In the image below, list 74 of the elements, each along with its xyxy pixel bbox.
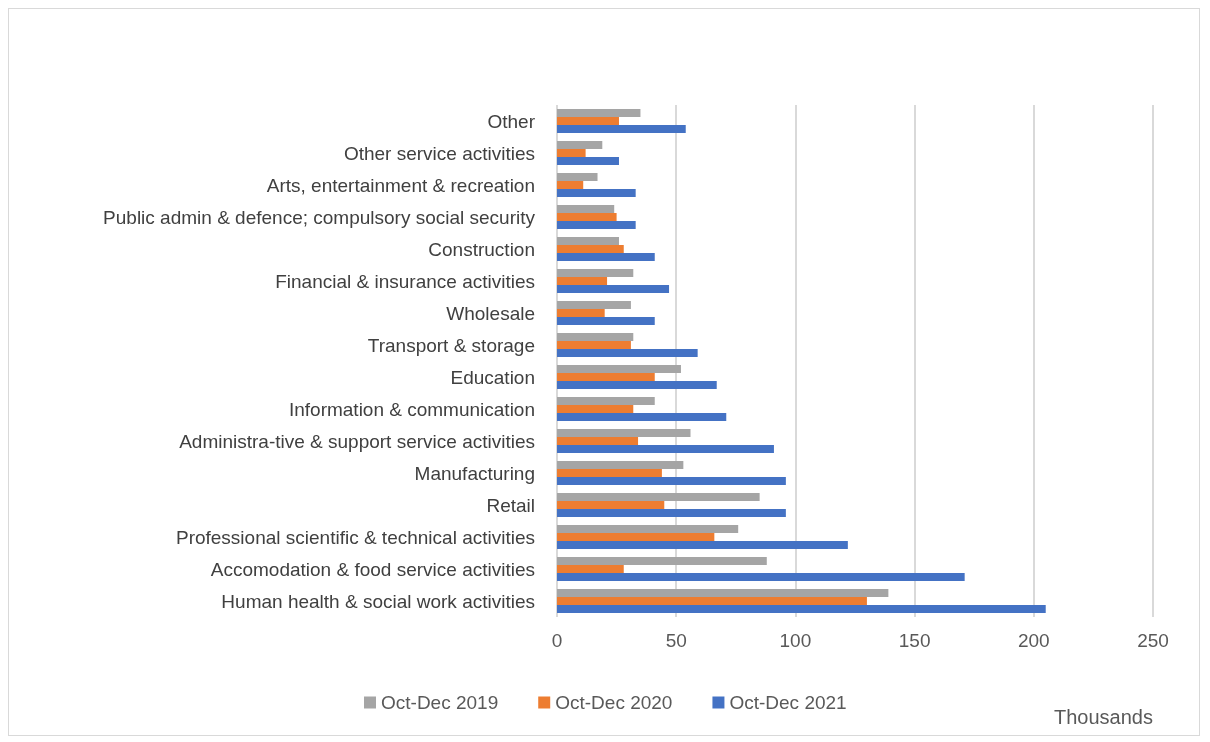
bar — [557, 573, 965, 581]
x-tick-label: 200 — [1017, 630, 1050, 651]
y-tick-label: Arts, entertainment & recreation — [266, 174, 535, 196]
bar — [557, 381, 717, 389]
bar — [557, 149, 586, 157]
bar — [557, 605, 1046, 613]
bar — [557, 541, 848, 549]
legend-label: Oct-Dec 2019 — [381, 692, 499, 713]
bar — [557, 277, 608, 285]
y-tick-label: Professional scientific & technical activities — [175, 526, 535, 548]
bar — [557, 157, 619, 165]
x-tick-label: 150 — [898, 630, 931, 651]
bar — [557, 117, 619, 125]
bar — [557, 237, 619, 245]
bar — [557, 557, 767, 565]
y-tick-label: Education — [450, 366, 535, 388]
y-tick-label: Manufacturing — [414, 462, 535, 484]
bar — [557, 125, 686, 133]
bar — [557, 141, 603, 149]
y-tick-label: Retail — [486, 494, 535, 516]
bar — [557, 413, 727, 421]
bar — [557, 173, 598, 181]
bar — [557, 405, 634, 413]
legend-label: Oct-Dec 2021 — [729, 692, 847, 713]
bar — [557, 205, 615, 213]
y-tick-label: Other service activities — [343, 142, 535, 164]
legend-label: Oct-Dec 2020 — [555, 692, 673, 713]
bar — [557, 373, 655, 381]
y-tick-label: Administra-tive & support service activities — [179, 430, 535, 452]
bar — [557, 317, 655, 325]
bar — [557, 533, 715, 541]
bar — [557, 437, 639, 445]
bar — [557, 213, 617, 221]
bar — [557, 589, 889, 597]
bar — [557, 245, 624, 253]
bar — [557, 181, 584, 189]
bar — [557, 525, 739, 533]
bar — [557, 309, 605, 317]
bar — [557, 365, 681, 373]
bar — [557, 469, 662, 477]
y-tick-label: Transport & storage — [367, 334, 535, 356]
y-tick-label: Human health & social work activities — [221, 590, 535, 612]
x-tick-label: 100 — [779, 630, 812, 651]
bar — [557, 349, 698, 357]
x-tick-label: 50 — [665, 630, 687, 651]
y-tick-label: Public admin & defence; compulsory social security — [103, 206, 536, 228]
y-tick-label: Construction — [428, 238, 535, 260]
y-tick-label: Wholesale — [446, 302, 535, 324]
bar — [557, 509, 786, 517]
bar — [557, 285, 670, 293]
bar — [557, 597, 867, 605]
x-tick-label: 250 — [1137, 630, 1169, 651]
bar — [557, 301, 631, 309]
bar — [557, 461, 684, 469]
bar — [557, 397, 655, 405]
bar — [557, 333, 634, 341]
bar — [557, 341, 631, 349]
bar — [557, 565, 624, 573]
bar — [557, 429, 691, 437]
bar — [557, 493, 760, 501]
x-axis-title: Thousands — [1054, 706, 1153, 728]
bar — [557, 109, 641, 117]
bar — [557, 445, 774, 453]
bar — [557, 221, 636, 229]
bar — [557, 477, 786, 485]
y-tick-label: Other — [487, 110, 536, 132]
x-tick-label: 0 — [551, 630, 563, 651]
bar — [557, 253, 655, 261]
y-tick-label: Accomodation & food service activities — [210, 558, 535, 580]
y-tick-label: Financial & insurance activities — [275, 270, 535, 292]
y-tick-label: Information & communication — [288, 398, 535, 420]
bar — [557, 269, 634, 277]
bar — [557, 501, 665, 509]
bar — [557, 189, 636, 197]
